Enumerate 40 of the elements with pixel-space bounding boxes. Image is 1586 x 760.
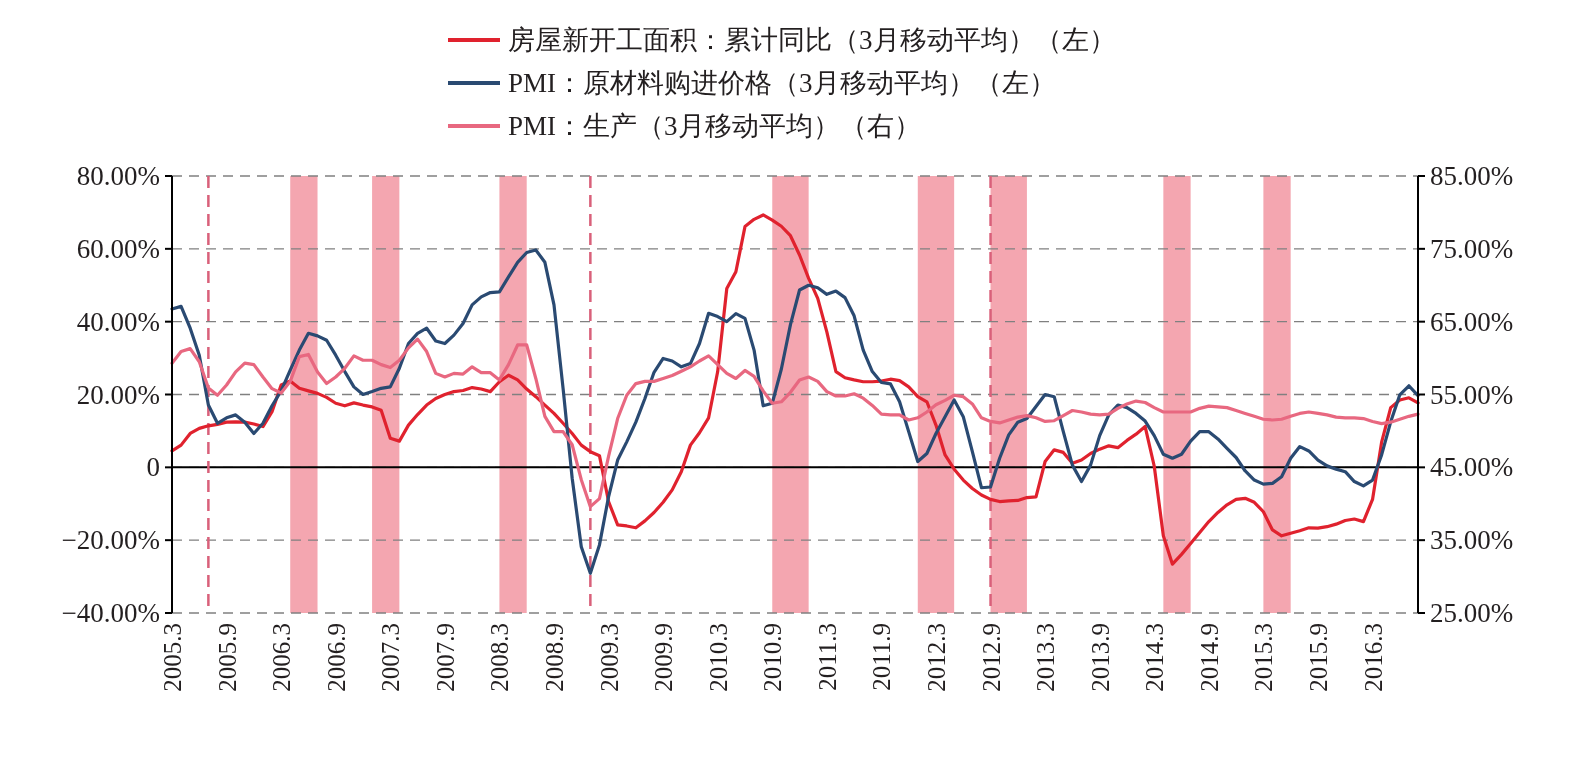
legend-label: PMI：原材料购进价格（3月移动平均）（左）: [508, 68, 1056, 98]
x-tick-label: 2009.3: [595, 623, 623, 692]
x-tick-label: 2005.9: [213, 623, 241, 692]
legend-label: PMI：生产（3月移动平均）（右）: [508, 111, 921, 141]
x-tick-label: 2012.9: [977, 623, 1005, 692]
y2-tick-label: 85.00%: [1430, 161, 1514, 191]
x-tick-label: 2015.9: [1304, 623, 1332, 692]
y2-tick-label: 45.00%: [1430, 452, 1514, 483]
legend-label: 房屋新开工面积：累计同比（3月移动平均）（左）: [508, 25, 1116, 55]
x-tick-label: 2006.9: [322, 623, 350, 692]
y-tick-label: 60.00%: [76, 233, 160, 264]
x-tick-label: 2009.9: [650, 623, 678, 692]
x-tick-label: 2014.3: [1141, 623, 1169, 692]
y-tick-label: 0: [146, 452, 160, 483]
x-tick-label: 2005.3: [159, 623, 186, 692]
x-tick-label: 2010.3: [704, 623, 732, 692]
x-tick-label: 2006.3: [268, 623, 296, 692]
y-tick-label: 20.00%: [76, 379, 160, 410]
x-tick-label: 2012.3: [922, 623, 950, 692]
y2-tick-label: 55.00%: [1430, 379, 1514, 410]
x-tick-label: 2008.3: [486, 623, 514, 692]
x-tick-label: 2007.9: [431, 623, 459, 692]
y-tick-label: −40.00%: [61, 598, 160, 628]
x-tick-label: 2007.3: [377, 623, 405, 692]
y-tick-label: −20.00%: [61, 525, 160, 556]
y2-tick-label: 25.00%: [1430, 598, 1514, 628]
y2-tick-label: 65.00%: [1430, 306, 1514, 337]
x-tick-label: 2014.9: [1195, 623, 1223, 692]
y2-tick-label: 75.00%: [1430, 233, 1514, 264]
y-tick-label: 40.00%: [76, 306, 160, 337]
y2-tick-label: 35.00%: [1430, 525, 1514, 556]
y-tick-label: 80.00%: [76, 161, 160, 191]
x-tick-label: 2013.3: [1032, 623, 1060, 692]
x-tick-label: 2008.9: [540, 623, 568, 692]
x-tick-label: 2013.9: [1086, 623, 1114, 692]
x-tick-label: 2015.3: [1250, 623, 1278, 692]
x-tick-label: 2011.9: [868, 623, 896, 691]
x-tick-label: 2010.9: [759, 623, 787, 692]
x-tick-label: 2011.3: [813, 623, 841, 691]
x-tick-label: 2016.3: [1359, 623, 1387, 692]
